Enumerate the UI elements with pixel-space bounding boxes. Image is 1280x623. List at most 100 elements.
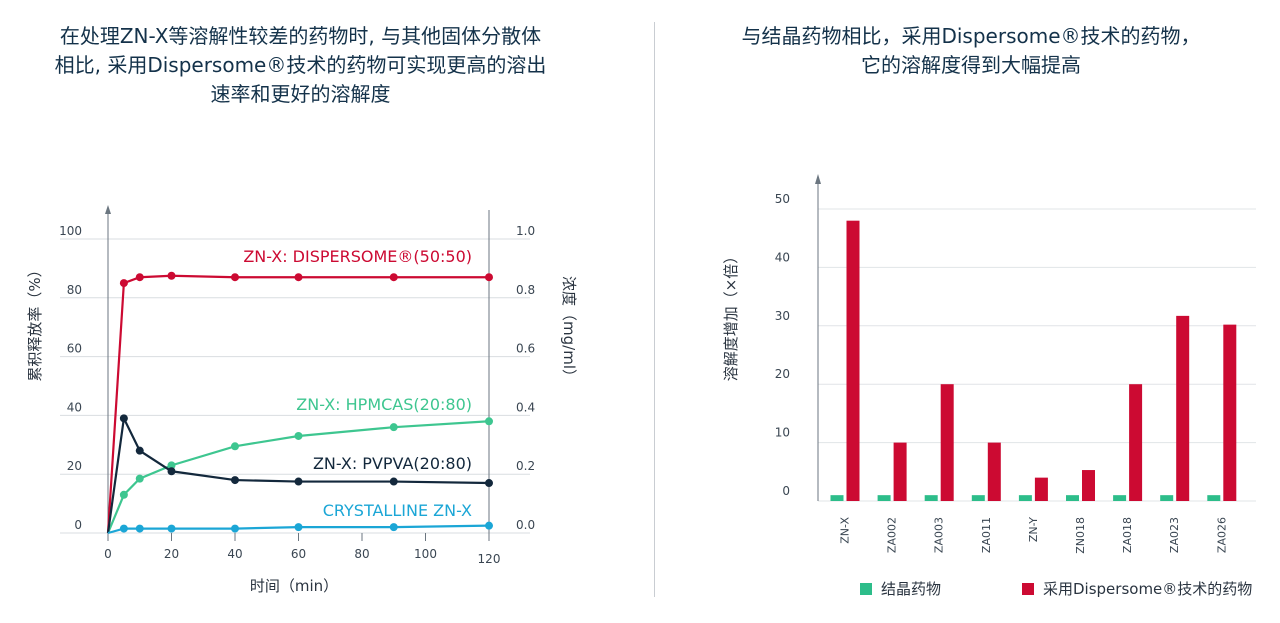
y-tick-label: 60 [67, 342, 82, 356]
bar-category-label: ZN-Y [1027, 517, 1040, 542]
data-point-zn-x-dispersome-50-50 [485, 273, 493, 282]
data-point-zn-x-hpmcas-20-80 [485, 417, 493, 426]
data-point-zn-x-hpmcas-20-80 [389, 423, 398, 432]
bar-category-label: ZA002 [886, 517, 899, 553]
data-point-zn-x-dispersome-50-50 [389, 273, 398, 282]
right-title-line-1: 与结晶药物相比，采用Dispersome®技术的药物， [741, 24, 1201, 48]
data-point-zn-x-pvpva-20-80 [135, 446, 144, 455]
data-point-zn-x-hpmcas-20-80 [167, 461, 176, 470]
y2-tick-label: 0.6 [516, 342, 535, 356]
data-point-zn-x-pvpva-20-80 [119, 414, 128, 423]
data-point-crystalline-zn-x [231, 524, 239, 533]
bar-y-tick-label: 0 [782, 484, 790, 498]
bar-category-label: ZA026 [1215, 517, 1228, 553]
data-point-crystalline-zn-x [167, 524, 176, 533]
data-point-zn-x-hpmcas-20-80 [135, 474, 144, 483]
bar-dispersome-za023 [1176, 315, 1190, 501]
bar-crystalline-zn-y [1018, 495, 1032, 501]
bar-dispersome-zn018 [1082, 470, 1095, 501]
data-point-zn-x-dispersome-50-50 [119, 279, 128, 288]
panel-divider [654, 22, 655, 597]
bar-y-tick-label: 30 [775, 309, 790, 323]
bar-crystalline-za018 [1113, 495, 1127, 501]
bar-dispersome-zn-y [1034, 477, 1048, 501]
x-tick-label: 40 [227, 547, 242, 561]
y-axis-label: 累积释放率（%） [26, 262, 44, 381]
data-point-crystalline-zn-x [485, 521, 493, 530]
left-title-line-2: 相比, 采用Dispersome®技术的药物可实现更高的溶出 [54, 53, 547, 77]
data-point-zn-x-pvpva-20-80 [231, 476, 239, 485]
x-tick-label: 80 [354, 547, 369, 561]
x-tick-label: 120 [478, 552, 501, 566]
bar-dispersome-za003 [940, 384, 954, 501]
left-panel: 在处理ZN-X等溶解性较差的药物时, 与其他固体分散体 相比, 采用Disper… [18, 22, 583, 595]
bar-crystalline-za026 [1207, 495, 1221, 501]
series-label-zn-x-dispersome-50-50: ZN-X: DISPERSOME®(50:50) [243, 247, 472, 266]
bar-crystalline-za003 [924, 495, 938, 501]
bar-dispersome-za026 [1223, 324, 1237, 501]
data-point-zn-x-dispersome-50-50 [135, 273, 144, 282]
data-point-crystalline-zn-x [135, 524, 144, 533]
data-point-zn-x-pvpva-20-80 [485, 479, 493, 488]
y2-axis-label: 浓度（mg/ml） [560, 276, 578, 384]
solubility-bar-chart: 0 10 20 30 40 50 ZN-X ZA002 ZA003 ZA011 ZN-Y ZN018 Z… [722, 174, 1256, 554]
left-title-line-1: 在处理ZN-X等溶解性较差的药物时, 与其他固体分散体 [59, 24, 542, 48]
legend-dispersome: 采用Dispersome®技术的药物 [1022, 578, 1252, 599]
data-point-crystalline-zn-x [294, 523, 303, 532]
bar-category-label: ZA003 [933, 517, 946, 553]
data-point-crystalline-zn-x [119, 524, 128, 533]
x-tick-label: 100 [414, 547, 437, 561]
data-point-zn-x-dispersome-50-50 [294, 273, 303, 282]
y-tick-label: 0 [74, 518, 82, 532]
bar-y-tick-label: 40 [775, 250, 790, 264]
y2-tick-label: 1.0 [516, 224, 535, 238]
bar-y-axis-arrow [815, 174, 821, 184]
data-point-zn-x-pvpva-20-80 [294, 477, 303, 486]
y2-tick-label: 0.8 [516, 283, 535, 297]
dissolution-line-chart: 0 0.0 20 0.2 40 0.4 60 0.6 80 0.8 100 1.0 0 20 40 60 80 1… [26, 205, 578, 595]
series-label-crystalline-zn-x: CRYSTALLINE ZN-X [323, 501, 472, 520]
bar-category-label: ZN018 [1074, 517, 1087, 554]
data-point-zn-x-dispersome-50-50 [167, 271, 176, 280]
legend-label-crystalline: 结晶药物 [881, 580, 942, 598]
bar-crystalline-za011 [971, 495, 985, 501]
bar-y-axis-label: 溶解度增加（×倍） [722, 249, 740, 382]
legend-swatch-crystalline [860, 582, 872, 595]
y-tick-label: 40 [67, 400, 82, 414]
bar-category-label: ZA023 [1168, 517, 1181, 553]
y-tick-label: 100 [59, 224, 82, 238]
data-point-zn-x-hpmcas-20-80 [231, 442, 239, 451]
x-tick-label: 20 [164, 547, 179, 561]
bar-crystalline-za023 [1160, 495, 1174, 501]
legend-label-dispersome: 采用Dispersome®技术的药物 [1043, 580, 1253, 598]
data-point-zn-x-pvpva-20-80 [389, 477, 398, 486]
x-tick-label: 0 [104, 547, 112, 561]
bar-crystalline-zn-x [830, 495, 844, 501]
bar-dispersome-zn-x [846, 220, 860, 501]
bar-y-tick-label: 10 [775, 426, 790, 440]
y-tick-label: 20 [67, 459, 82, 473]
bar-dispersome-za011 [987, 442, 1001, 501]
bar-category-label: ZA011 [980, 517, 993, 553]
x-tick-label: 60 [291, 547, 306, 561]
bar-category-label: ZA018 [1121, 517, 1134, 553]
right-panel: 与结晶药物相比，采用Dispersome®技术的药物， 它的溶解度得到大幅提高 … [656, 0, 1280, 623]
bar-dispersome-za002 [893, 442, 907, 501]
bar-crystalline-zn018 [1066, 495, 1079, 501]
data-point-zn-x-pvpva-20-80 [167, 467, 176, 476]
series-label-zn-x-pvpva-20-80: ZN-X: PVPVA(20:80) [313, 454, 472, 473]
series-label-zn-x-hpmcas-20-80: ZN-X: HPMCAS(20:80) [296, 395, 472, 414]
legend-swatch-dispersome [1022, 582, 1034, 595]
data-point-zn-x-dispersome-50-50 [231, 273, 239, 282]
x-axis-label: 时间（min） [250, 577, 338, 595]
y2-tick-label: 0.4 [516, 400, 535, 414]
bar-y-tick-label: 50 [775, 192, 790, 206]
series-line-zn-x-pvpva-20-80 [106, 414, 490, 534]
y2-tick-label: 0.2 [516, 459, 535, 473]
left-chart-title: 在处理ZN-X等溶解性较差的药物时, 与其他固体分散体 相比, 采用Disper… [18, 22, 583, 109]
bar-category-label: ZN-X [839, 517, 852, 544]
left-title-line-3: 速率和更好的溶解度 [210, 82, 391, 106]
data-point-zn-x-hpmcas-20-80 [119, 490, 128, 499]
right-title-line-2: 它的溶解度得到大幅提高 [861, 53, 1081, 77]
bar-y-tick-label: 20 [775, 367, 790, 381]
